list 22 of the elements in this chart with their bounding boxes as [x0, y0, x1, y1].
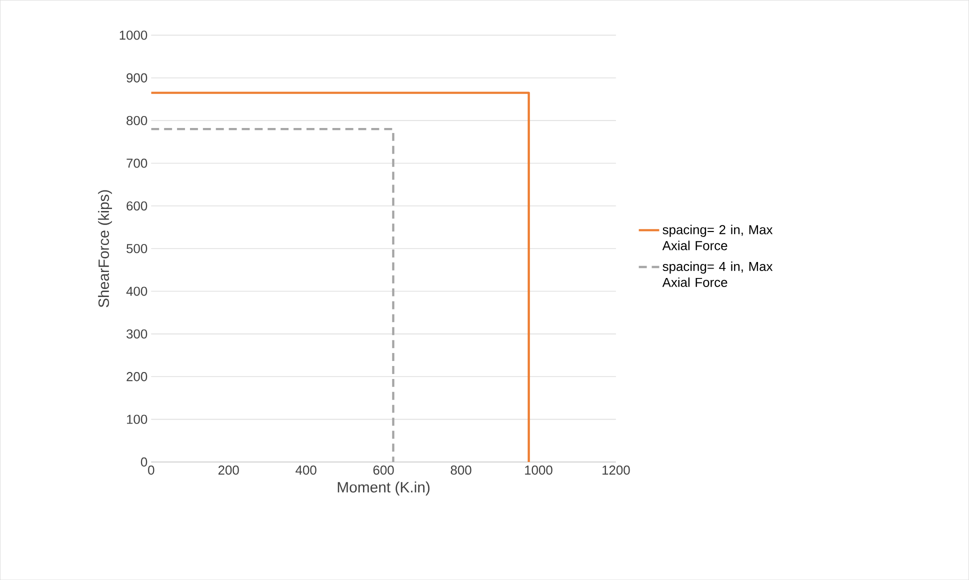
y-tick-label: 500 — [126, 244, 148, 254]
y-tick-label: 0 — [140, 457, 148, 467]
x-axis-title: Moment (K.in) — [338, 481, 430, 496]
x-tick-label: 1200 — [602, 465, 630, 475]
x-tick-label: 200 — [218, 465, 239, 475]
y-tick-label: 1000 — [120, 30, 148, 40]
legend-label: spacing= 4 in, Max Axial Force — [662, 261, 773, 287]
y-tick-label: 300 — [126, 329, 148, 338]
x-tick-label: 1000 — [525, 465, 552, 475]
y-axis-title: ShearForce (kips) — [98, 190, 112, 308]
x-tick-label: 0 — [148, 465, 154, 475]
x-tick-label: 400 — [296, 465, 316, 475]
y-tick-label: 400 — [126, 286, 148, 296]
x-tick-label: 800 — [450, 465, 472, 475]
y-tick-label: 200 — [126, 372, 148, 382]
y-tick-label: 800 — [126, 116, 148, 126]
y-tick-label: 600 — [126, 201, 148, 210]
legend-label: spacing= 2 in, Max Axial Force — [662, 224, 773, 250]
x-tick-label: 600 — [373, 465, 394, 475]
y-tick-label: 700 — [126, 158, 148, 168]
y-tick-label: 900 — [126, 73, 148, 82]
y-tick-label: 100 — [127, 414, 148, 424]
